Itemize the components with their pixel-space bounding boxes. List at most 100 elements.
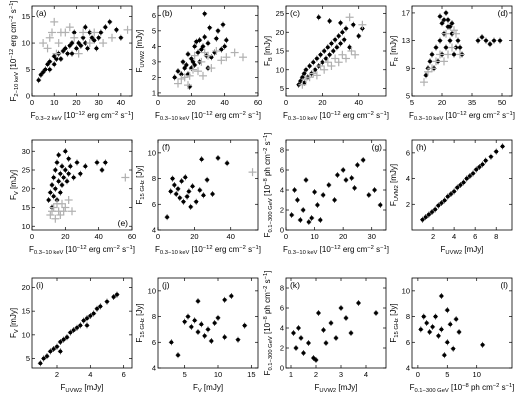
data-point xyxy=(340,167,346,173)
x-tick-label: 0 xyxy=(156,232,160,241)
data-point xyxy=(47,348,53,355)
data-point xyxy=(356,300,361,306)
data-point xyxy=(49,203,58,212)
data-point xyxy=(62,45,68,52)
y-tick-label: 4 xyxy=(406,364,410,373)
x-tick-label: 5 xyxy=(410,98,414,107)
data-point xyxy=(325,44,331,51)
data-point xyxy=(327,18,333,24)
y-axis-label: F0.1−300 GeV [10−8 ph cm−2 s−1] xyxy=(263,133,274,238)
data-point xyxy=(307,63,313,69)
y-tick-label: 20 xyxy=(276,28,284,37)
data-point xyxy=(338,50,347,59)
data-point xyxy=(345,13,354,22)
x-axis-label: FV [mJy] xyxy=(193,383,223,394)
data-point xyxy=(334,172,340,178)
data-point xyxy=(438,200,444,206)
data-point xyxy=(297,217,303,223)
data-point xyxy=(107,18,113,25)
data-point xyxy=(65,23,74,32)
data-point xyxy=(207,24,213,31)
x-tick-label: 3 xyxy=(339,370,343,379)
data-point xyxy=(480,341,486,348)
data-point xyxy=(372,187,378,193)
y-tick-label: 5 xyxy=(280,84,284,93)
data-point xyxy=(443,9,449,16)
data-point xyxy=(188,203,194,210)
data-point xyxy=(436,50,444,59)
data-point xyxy=(172,74,178,81)
data-point xyxy=(298,335,304,341)
data-point xyxy=(186,188,192,195)
plot-frame xyxy=(31,277,133,369)
y-tick-label: 4 xyxy=(152,226,156,235)
data-point xyxy=(427,58,433,65)
data-point xyxy=(432,57,440,66)
data-point xyxy=(170,175,176,182)
y-tick-label: 8 xyxy=(280,284,284,293)
data-point xyxy=(52,167,58,173)
panel-f: 0 20 40 4 6 8 10 F0.3−10 keV [10−12 erg cm−2 s−… xyxy=(135,139,261,256)
data-point xyxy=(222,43,228,50)
data-point xyxy=(328,40,334,47)
data-point xyxy=(316,14,322,21)
y-tick-label: 10 xyxy=(148,286,156,295)
data-point xyxy=(59,207,68,216)
x-tick-label: 6 xyxy=(122,370,126,379)
data-point xyxy=(177,194,183,201)
data-point xyxy=(215,27,221,34)
data-point xyxy=(68,207,76,216)
data-point xyxy=(491,37,497,44)
data-point xyxy=(423,214,429,221)
data-point xyxy=(483,37,489,44)
x-tick-label: 60 xyxy=(254,98,262,107)
data-point xyxy=(302,75,310,84)
data-point xyxy=(183,61,189,68)
data-point xyxy=(354,162,360,168)
data-point xyxy=(64,196,73,204)
data-point xyxy=(347,44,353,51)
y-tick-label: 5 xyxy=(152,26,156,35)
data-point xyxy=(113,26,119,33)
series-dot xyxy=(164,155,230,221)
data-point xyxy=(54,39,63,48)
series-dot xyxy=(46,148,108,211)
data-point xyxy=(76,40,82,47)
data-point xyxy=(108,33,116,42)
y-tick-label: 2 xyxy=(406,200,410,209)
y-axis-label: FV [mJy] xyxy=(9,170,20,200)
y-tick-label: 15 xyxy=(22,203,30,212)
x-tick-label: 0 xyxy=(156,98,160,107)
data-point xyxy=(190,183,196,190)
x-tick-label: 0 xyxy=(30,232,34,241)
data-point xyxy=(58,199,66,208)
panel-c: 0 20 40 5 10 15 20 25 F0.3−10 keV [10−12 erg cm−… xyxy=(263,5,389,122)
data-point xyxy=(200,192,206,199)
data-point xyxy=(45,61,51,68)
data-point xyxy=(198,46,204,53)
x-tick-label: 50 xyxy=(498,98,506,107)
data-point xyxy=(313,357,319,363)
y-tick-label: 10 xyxy=(22,330,30,339)
y-axis-label: FR [mJy] xyxy=(389,36,400,66)
data-point xyxy=(450,26,458,35)
data-point xyxy=(424,320,430,326)
y-tick-label: 0 xyxy=(280,364,284,373)
data-point xyxy=(182,65,188,72)
x-tick-label: 20 xyxy=(339,232,347,241)
data-point xyxy=(70,33,79,42)
data-point xyxy=(437,37,443,44)
data-point xyxy=(448,43,456,52)
data-point xyxy=(210,191,216,197)
data-point xyxy=(430,323,436,330)
data-point xyxy=(300,207,306,213)
data-point xyxy=(213,35,219,42)
data-point xyxy=(59,182,65,188)
y-tick-label: 5 xyxy=(406,92,410,101)
panel-i: 2 4 6 5 10 15 20 FUVW2 [mJy] FV [mJy] (i) xyxy=(9,277,133,394)
data-point xyxy=(456,50,464,59)
x-tick-label: 1 xyxy=(289,370,293,379)
data-point xyxy=(87,312,93,319)
x-tick-label: 4 xyxy=(452,232,456,241)
data-point xyxy=(338,305,344,311)
